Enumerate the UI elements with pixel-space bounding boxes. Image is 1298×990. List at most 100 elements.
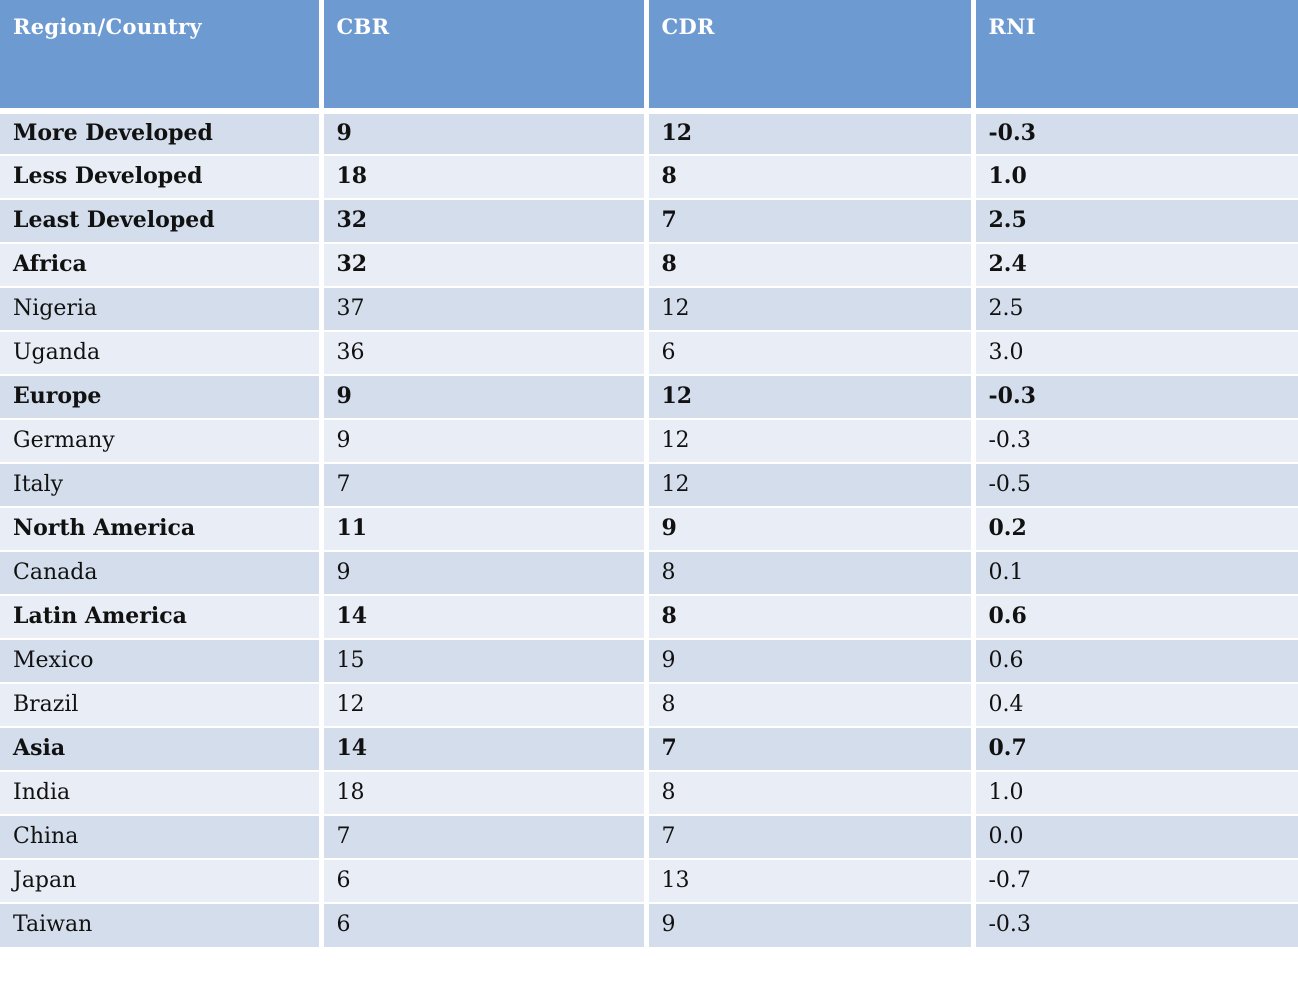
rni-cell: -0.3 <box>973 903 1298 947</box>
region-cell: Europe <box>0 375 324 420</box>
cdr-cell: 12 <box>646 463 976 508</box>
region-cell: Japan <box>0 859 324 904</box>
region-cell: Less Developed <box>0 155 324 200</box>
region-cell: Germany <box>0 419 324 464</box>
table-row: North America 11 9 0.2 <box>0 507 1298 552</box>
region-cell: More Developed <box>0 111 324 156</box>
table-row: Germany 9 12 -0.3 <box>0 419 1298 464</box>
table-row: Mexico 15 9 0.6 <box>0 639 1298 684</box>
cbr-cell: 15 <box>321 639 649 684</box>
rni-cell: 0.0 <box>973 815 1298 860</box>
column-header-cbr: CBR <box>321 0 649 114</box>
rni-cell: 0.2 <box>973 507 1298 552</box>
cbr-cell: 18 <box>321 771 649 816</box>
rni-cell: 0.7 <box>973 727 1298 772</box>
cdr-cell: 8 <box>646 155 976 200</box>
table-row: Least Developed 32 7 2.5 <box>0 199 1298 244</box>
region-cell: Taiwan <box>0 903 324 947</box>
cbr-cell: 9 <box>321 419 649 464</box>
table-row: Africa 32 8 2.4 <box>0 243 1298 288</box>
rni-cell: 0.4 <box>973 683 1298 728</box>
rni-cell: -0.3 <box>973 419 1298 464</box>
cdr-cell: 8 <box>646 771 976 816</box>
table-row: Less Developed 18 8 1.0 <box>0 155 1298 200</box>
cdr-cell: 13 <box>646 859 976 904</box>
region-cell: India <box>0 771 324 816</box>
cdr-cell: 9 <box>646 639 976 684</box>
table-row: Latin America 14 8 0.6 <box>0 595 1298 640</box>
cdr-cell: 9 <box>646 903 976 947</box>
table-row: Asia 14 7 0.7 <box>0 727 1298 772</box>
cdr-cell: 8 <box>646 243 976 288</box>
cdr-cell: 12 <box>646 287 976 332</box>
rni-cell: -0.7 <box>973 859 1298 904</box>
column-header-cdr: CDR <box>646 0 976 114</box>
rni-cell: -0.3 <box>973 375 1298 420</box>
cdr-cell: 8 <box>646 683 976 728</box>
cdr-cell: 8 <box>646 595 976 640</box>
cbr-cell: 7 <box>321 815 649 860</box>
cdr-cell: 7 <box>646 815 976 860</box>
rni-cell: 0.6 <box>973 639 1298 684</box>
cbr-cell: 9 <box>321 111 649 156</box>
table-header: Region/Country CBR CDR RNI <box>0 0 1298 114</box>
region-cell: Canada <box>0 551 324 596</box>
column-header-rni: RNI <box>973 0 1298 114</box>
cdr-cell: 9 <box>646 507 976 552</box>
table-row: More Developed 9 12 -0.3 <box>0 111 1298 156</box>
region-cell: Nigeria <box>0 287 324 332</box>
demographics-table: Region/Country CBR CDR RNI More Develope… <box>0 0 1298 947</box>
cbr-cell: 37 <box>321 287 649 332</box>
region-cell: Asia <box>0 727 324 772</box>
cdr-cell: 12 <box>646 111 976 156</box>
table-body: More Developed 9 12 -0.3 Less Developed … <box>0 111 1298 947</box>
region-cell: China <box>0 815 324 860</box>
region-cell: Mexico <box>0 639 324 684</box>
cbr-cell: 14 <box>321 727 649 772</box>
cbr-cell: 6 <box>321 903 649 947</box>
region-cell: Africa <box>0 243 324 288</box>
region-cell: Brazil <box>0 683 324 728</box>
cbr-cell: 14 <box>321 595 649 640</box>
rni-cell: 2.4 <box>973 243 1298 288</box>
table-row: India 18 8 1.0 <box>0 771 1298 816</box>
header-row: Region/Country CBR CDR RNI <box>0 0 1298 114</box>
table-row: Brazil 12 8 0.4 <box>0 683 1298 728</box>
table-row: Uganda 36 6 3.0 <box>0 331 1298 376</box>
table-row: China 7 7 0.0 <box>0 815 1298 860</box>
rni-cell: 1.0 <box>973 155 1298 200</box>
region-cell: Italy <box>0 463 324 508</box>
rni-cell: 0.1 <box>973 551 1298 596</box>
region-cell: Least Developed <box>0 199 324 244</box>
column-header-region-country: Region/Country <box>0 0 324 114</box>
cdr-cell: 7 <box>646 199 976 244</box>
table-row: Japan 6 13 -0.7 <box>0 859 1298 904</box>
rni-cell: 2.5 <box>973 287 1298 332</box>
region-cell: Latin America <box>0 595 324 640</box>
rni-cell: 0.6 <box>973 595 1298 640</box>
cdr-cell: 8 <box>646 551 976 596</box>
table-row: Taiwan 6 9 -0.3 <box>0 903 1298 947</box>
cbr-cell: 36 <box>321 331 649 376</box>
region-cell: North America <box>0 507 324 552</box>
region-cell: Uganda <box>0 331 324 376</box>
cbr-cell: 12 <box>321 683 649 728</box>
rni-cell: 2.5 <box>973 199 1298 244</box>
cdr-cell: 12 <box>646 419 976 464</box>
rni-cell: -0.3 <box>973 111 1298 156</box>
cbr-cell: 9 <box>321 375 649 420</box>
cbr-cell: 32 <box>321 243 649 288</box>
table-row: Europe 9 12 -0.3 <box>0 375 1298 420</box>
cbr-cell: 9 <box>321 551 649 596</box>
cbr-cell: 7 <box>321 463 649 508</box>
cbr-cell: 32 <box>321 199 649 244</box>
cdr-cell: 12 <box>646 375 976 420</box>
rni-cell: 3.0 <box>973 331 1298 376</box>
table-row: Italy 7 12 -0.5 <box>0 463 1298 508</box>
cdr-cell: 6 <box>646 331 976 376</box>
table-row: Nigeria 37 12 2.5 <box>0 287 1298 332</box>
cbr-cell: 6 <box>321 859 649 904</box>
cbr-cell: 18 <box>321 155 649 200</box>
table-row: Canada 9 8 0.1 <box>0 551 1298 596</box>
cbr-cell: 11 <box>321 507 649 552</box>
